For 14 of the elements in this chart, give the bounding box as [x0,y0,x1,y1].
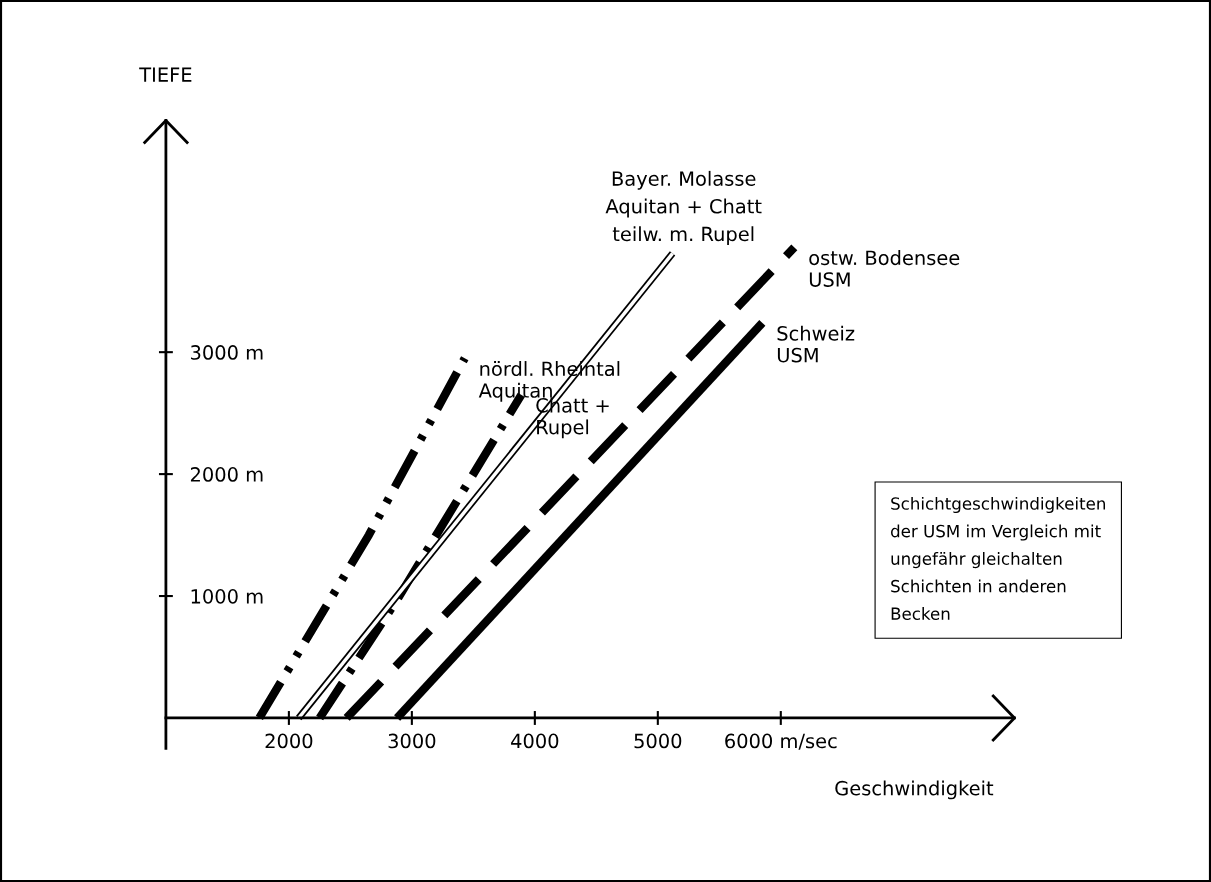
y-tick-label: 1000 m [191,589,263,604]
x-axis-title: Geschwindigkeit [835,780,994,800]
y-tick-label: 2000 m [190,467,263,482]
annotation: Schichtgeschwindigkeiten der USM im Vergleich mit ungefähr gleichalten Schichten in anderen Becken [891,496,1106,620]
x-tick-label: 2000 [265,733,313,749]
x-tick-label: 4000 [511,733,559,749]
series-label: ostw. Bodensee USM [809,250,960,287]
y-axis-title: TIEFE [139,67,192,82]
y-tick-label: 3000 m [191,345,263,360]
x-tick-label: 3000 [388,733,436,749]
series-label: Schweiz USM [777,325,855,363]
x-tick-label: 5000 [634,733,682,749]
text: Bayer. Molasse Aquitan + Chatt teilw. m. Rupel [605,170,762,246]
x-tick-label: 6000 m/sec [725,733,837,750]
